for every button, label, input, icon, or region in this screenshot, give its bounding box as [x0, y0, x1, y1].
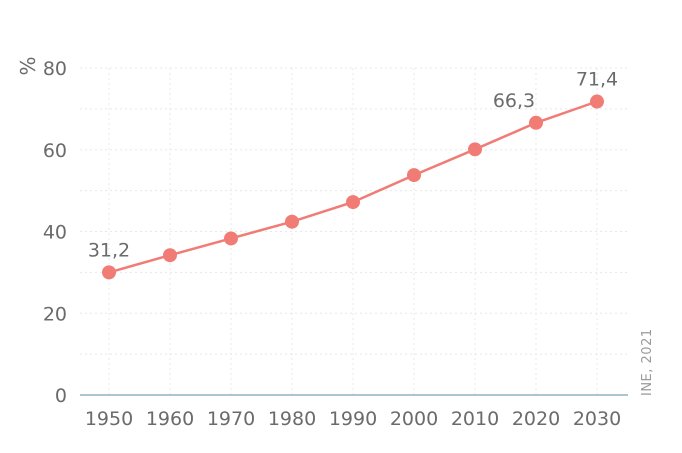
x-axis-ticks: 1950 1960 1970 1980 1990 2000 2010 2020 2030 — [85, 408, 621, 430]
data-point — [102, 265, 116, 280]
data-label: 66,3 — [493, 90, 535, 112]
data-point — [407, 168, 421, 183]
x-tick-label: 1980 — [268, 408, 316, 430]
y-axis-label: % — [16, 56, 40, 75]
x-tick-label: 1950 — [85, 408, 133, 430]
x-tick-label: 1970 — [207, 408, 255, 430]
data-point — [468, 142, 482, 157]
y-axis-ticks: 0 20 40 60 80 — [43, 58, 67, 407]
x-tick-label: 2030 — [573, 408, 621, 430]
data-point — [285, 214, 299, 229]
data-point — [590, 94, 604, 109]
y-tick-label: 20 — [43, 303, 67, 325]
x-tick-label: 2000 — [390, 408, 438, 430]
data-points — [102, 94, 604, 280]
y-tick-label: 60 — [43, 140, 67, 162]
y-tick-label: 0 — [55, 385, 67, 407]
x-tick-label: 2010 — [451, 408, 499, 430]
data-point — [224, 231, 238, 246]
data-point — [163, 248, 177, 263]
data-point — [346, 195, 360, 210]
grid — [80, 67, 628, 395]
y-tick-label: 80 — [43, 58, 67, 80]
data-point — [529, 115, 543, 130]
source-note: INE, 2021 — [640, 328, 655, 396]
data-label: 71,4 — [576, 69, 618, 91]
data-labels: 31,2 66,3 71,4 — [88, 69, 618, 262]
data-label: 31,2 — [88, 239, 130, 261]
x-tick-label: 1960 — [146, 408, 194, 430]
series-line — [108, 100, 598, 274]
x-tick-label: 2020 — [512, 408, 560, 430]
y-tick-label: 40 — [43, 222, 67, 244]
x-tick-label: 1990 — [329, 408, 377, 430]
